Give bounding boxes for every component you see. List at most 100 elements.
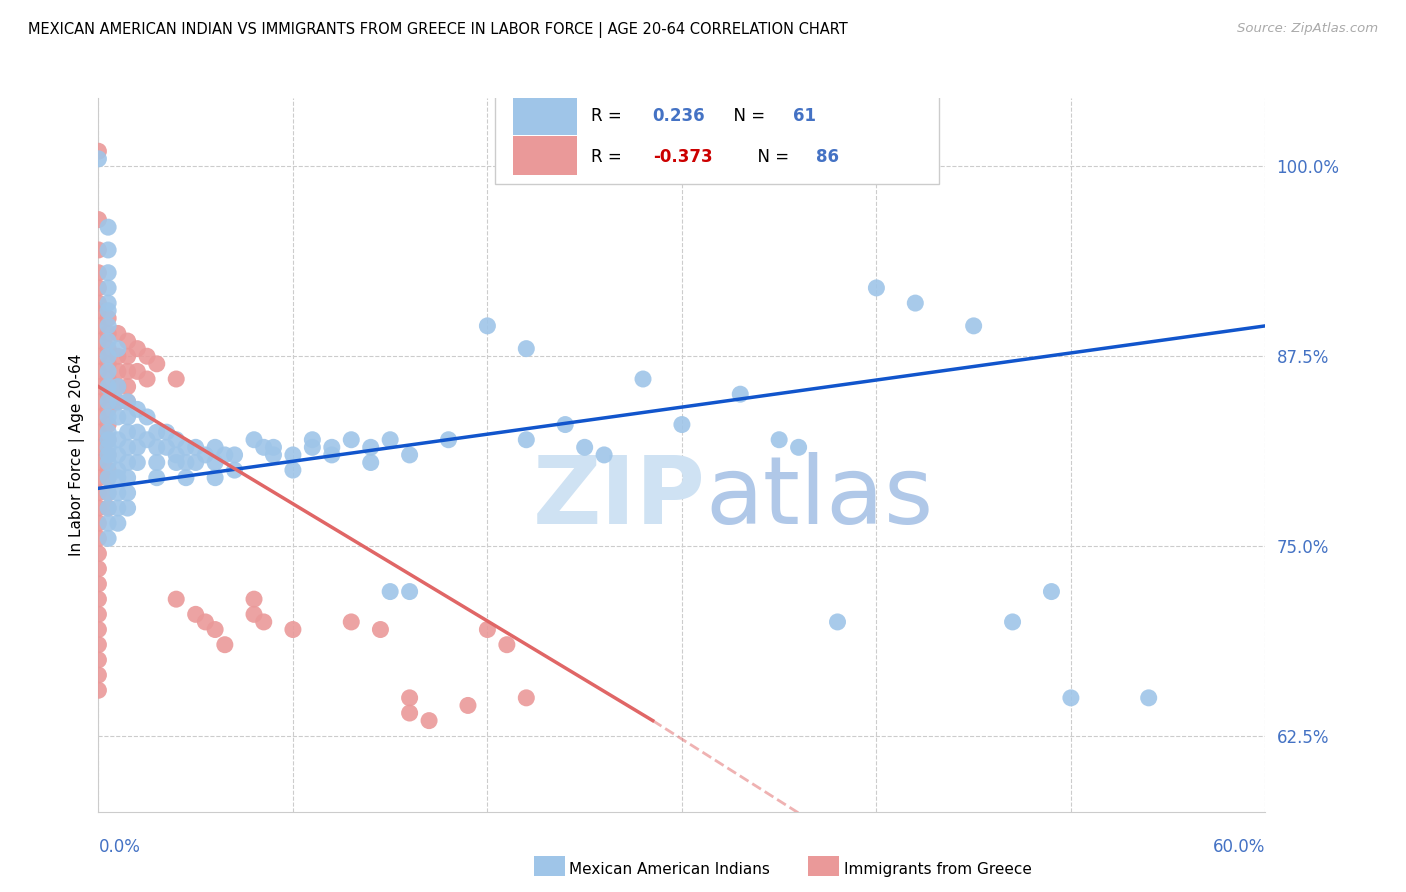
Point (398, 706, 420, 720)
Point (87, 409, 110, 424)
Point (631, 372, 654, 386)
Point (97, 394, 120, 409)
Point (87, 281, 110, 295)
Point (117, 379, 139, 393)
Point (87, 318, 110, 333)
Point (127, 425, 149, 439)
Point (214, 448, 236, 462)
Point (87, 440, 110, 454)
Point (165, 372, 187, 386)
Point (321, 448, 343, 462)
Text: -0.373: -0.373 (652, 148, 713, 166)
Point (97, 311, 120, 326)
Point (1060, 690, 1083, 705)
Text: 86: 86 (815, 148, 839, 166)
Point (127, 342, 149, 356)
Point (107, 379, 129, 393)
Point (97, 516, 120, 531)
Text: atlas: atlas (706, 451, 934, 544)
Point (174, 471, 197, 485)
Point (671, 417, 693, 432)
Point (204, 456, 226, 470)
Point (97, 471, 120, 485)
Point (281, 448, 304, 462)
Point (87, 683, 110, 698)
Text: N =: N = (747, 148, 794, 166)
Point (87, 668, 110, 682)
Point (97, 486, 120, 500)
Point (136, 349, 159, 363)
Point (97, 456, 120, 470)
Point (107, 342, 129, 356)
Point (107, 409, 129, 424)
Point (97, 326, 120, 341)
Point (194, 615, 217, 629)
Point (97, 471, 120, 485)
Point (97, 303, 120, 318)
Point (253, 615, 276, 629)
Point (87, 638, 110, 652)
Point (117, 334, 139, 348)
Point (117, 501, 139, 516)
Point (554, 417, 576, 432)
Point (262, 440, 284, 454)
Point (87, 547, 110, 561)
Point (97, 296, 120, 310)
Point (107, 486, 129, 500)
Point (768, 433, 790, 447)
Point (87, 471, 110, 485)
Point (107, 326, 129, 341)
Point (194, 448, 217, 462)
Point (97, 334, 120, 348)
Point (165, 456, 187, 470)
Point (136, 372, 159, 386)
Point (243, 592, 266, 607)
Point (117, 394, 139, 409)
Point (87, 425, 110, 439)
Point (97, 402, 120, 417)
Point (146, 456, 169, 470)
Point (1137, 690, 1160, 705)
Point (127, 364, 149, 378)
Point (107, 433, 129, 447)
Point (515, 433, 537, 447)
Point (165, 433, 187, 447)
Point (87, 379, 110, 393)
Point (107, 349, 129, 363)
Point (87, 653, 110, 667)
Point (97, 501, 120, 516)
Point (87, 623, 110, 637)
Point (243, 607, 266, 622)
Point (87, 334, 110, 348)
Point (97, 243, 120, 257)
Point (97, 425, 120, 439)
Point (515, 690, 537, 705)
Point (370, 623, 392, 637)
Point (155, 440, 177, 454)
Text: Source: ZipAtlas.com: Source: ZipAtlas.com (1237, 22, 1378, 36)
Point (107, 394, 129, 409)
Point (146, 471, 169, 485)
Point (97, 379, 120, 393)
Point (97, 364, 120, 378)
Point (787, 440, 810, 454)
Point (136, 409, 159, 424)
Point (224, 448, 246, 462)
Text: ZIP: ZIP (533, 451, 706, 544)
FancyBboxPatch shape (513, 136, 576, 175)
Point (281, 463, 304, 477)
Point (418, 714, 440, 728)
Point (262, 448, 284, 462)
Point (117, 486, 139, 500)
Point (301, 440, 323, 454)
Text: MEXICAN AMERICAN INDIAN VS IMMIGRANTS FROM GREECE IN LABOR FORCE | AGE 20-64 COR: MEXICAN AMERICAN INDIAN VS IMMIGRANTS FR… (28, 22, 848, 38)
Point (1001, 615, 1024, 629)
Point (97, 266, 120, 280)
Point (97, 372, 120, 386)
Point (97, 357, 120, 371)
Point (87, 266, 110, 280)
Point (204, 471, 226, 485)
FancyBboxPatch shape (513, 96, 576, 136)
Point (224, 463, 246, 477)
Point (97, 342, 120, 356)
